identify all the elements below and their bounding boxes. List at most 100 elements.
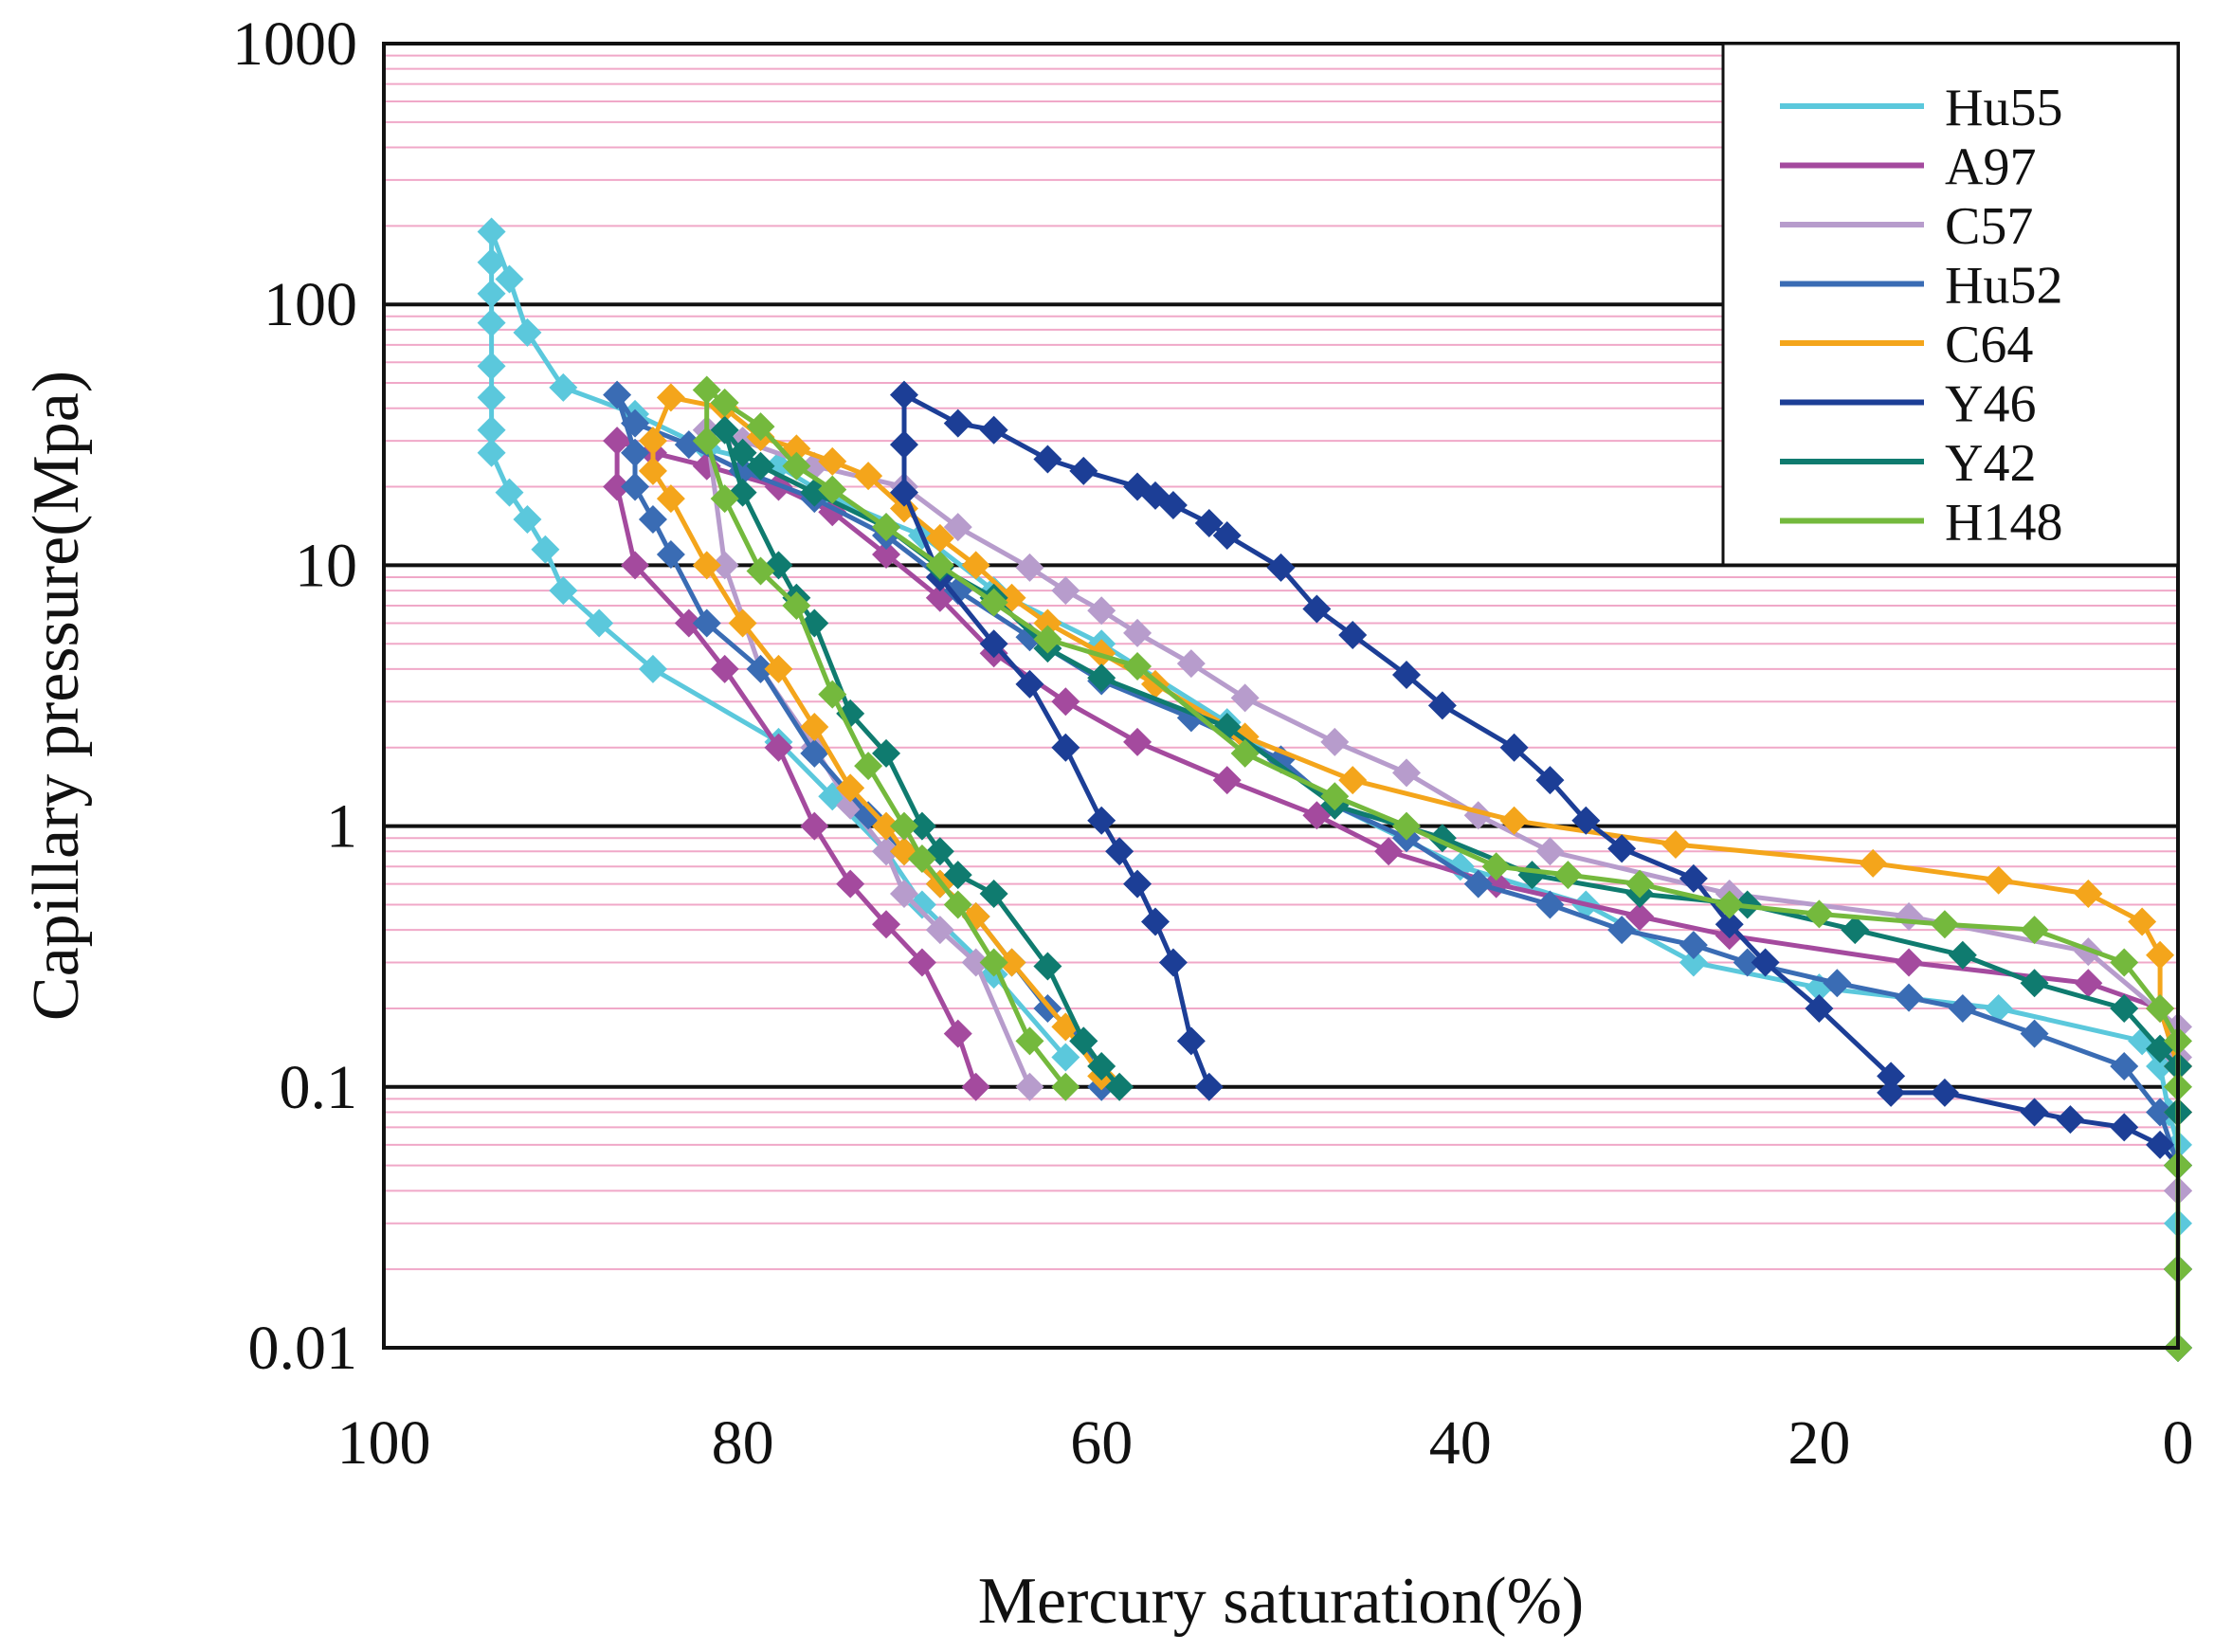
data-point xyxy=(1930,1078,1959,1107)
data-point xyxy=(1751,948,1780,977)
data-point xyxy=(1087,596,1116,626)
data-point xyxy=(656,540,685,570)
data-point xyxy=(477,383,506,412)
data-point xyxy=(2146,940,2175,970)
data-point xyxy=(764,654,793,683)
data-point xyxy=(1895,948,1924,977)
x-axis-title: Mercury saturation(%) xyxy=(978,1565,1584,1638)
series-h148 xyxy=(692,375,2192,1362)
data-point xyxy=(2146,993,2175,1023)
data-point xyxy=(710,388,739,417)
data-point xyxy=(2110,948,2139,977)
data-point xyxy=(2074,969,2103,998)
data-point xyxy=(1392,758,1422,788)
data-point xyxy=(1051,1072,1080,1101)
data-point xyxy=(782,451,811,481)
data-point xyxy=(1105,1072,1134,1101)
data-point xyxy=(1984,865,2013,895)
data-point xyxy=(1140,907,1170,936)
data-point xyxy=(854,752,883,781)
data-point xyxy=(1158,948,1188,977)
data-point xyxy=(621,408,650,438)
data-point xyxy=(746,654,775,683)
data-point xyxy=(943,890,972,919)
data-point xyxy=(1535,837,1565,866)
data-point xyxy=(1194,508,1224,537)
data-point xyxy=(1266,553,1296,582)
data-point xyxy=(854,801,883,830)
data-point xyxy=(925,523,954,553)
data-point xyxy=(1123,869,1152,899)
data-point xyxy=(603,380,632,409)
x-tick-label: 80 xyxy=(712,1408,774,1478)
data-point xyxy=(692,551,721,580)
data-point xyxy=(692,427,721,456)
data-point xyxy=(979,415,1008,445)
data-point xyxy=(943,1019,972,1048)
data-point xyxy=(1877,1062,1906,1091)
data-point xyxy=(1392,661,1422,690)
data-point xyxy=(1230,683,1260,713)
data-point xyxy=(1984,993,2013,1023)
data-point xyxy=(1805,993,1834,1023)
data-point xyxy=(1877,1078,1906,1107)
legend-label: Hu55 xyxy=(1945,79,2062,137)
y-tick-label: 100 xyxy=(263,270,357,339)
data-point xyxy=(889,380,918,409)
data-point xyxy=(1320,727,1350,756)
data-point xyxy=(477,247,506,277)
data-point xyxy=(961,551,990,580)
legend-label: Y46 xyxy=(1945,375,2036,434)
data-point xyxy=(1553,861,1583,890)
data-point xyxy=(513,504,542,534)
data-point xyxy=(872,811,901,841)
data-point xyxy=(603,427,632,456)
data-point xyxy=(836,773,865,803)
data-point xyxy=(2110,1052,2139,1081)
data-point xyxy=(1069,1026,1098,1056)
data-point xyxy=(2020,969,2049,998)
data-point xyxy=(1015,1072,1044,1101)
data-point xyxy=(638,427,667,456)
y-axis-ticks: 0.01 0.1 1 10 100 1000 xyxy=(232,9,357,1383)
data-point xyxy=(1679,863,1708,893)
data-point xyxy=(979,880,1008,909)
data-point xyxy=(872,837,901,866)
data-point xyxy=(1087,1052,1116,1081)
data-point xyxy=(889,478,918,507)
data-point xyxy=(1374,837,1404,866)
data-point xyxy=(746,412,775,442)
data-point xyxy=(477,217,506,246)
series-line xyxy=(901,392,2181,1348)
data-point xyxy=(1392,811,1422,841)
data-point xyxy=(549,372,578,402)
data-point xyxy=(1015,669,1044,699)
data-point xyxy=(854,462,883,491)
data-point xyxy=(638,654,667,683)
data-point xyxy=(1033,952,1062,981)
data-point xyxy=(621,551,650,580)
y-tick-label: 0.1 xyxy=(280,1053,358,1122)
data-point xyxy=(818,680,847,709)
data-point xyxy=(1607,916,1637,945)
data-point xyxy=(1948,940,1977,970)
data-point xyxy=(800,712,829,741)
data-point xyxy=(836,869,865,899)
data-point xyxy=(531,535,560,564)
data-point xyxy=(2110,1113,2139,1142)
data-point xyxy=(1679,931,1708,960)
data-point xyxy=(656,383,685,412)
data-point xyxy=(656,484,685,514)
data-point xyxy=(800,811,829,841)
y-tick-label: 0.01 xyxy=(248,1314,358,1383)
data-point xyxy=(1499,806,1529,835)
data-point xyxy=(1535,890,1565,919)
data-point xyxy=(1212,766,1242,795)
data-point xyxy=(638,504,667,534)
data-point xyxy=(1805,899,1834,929)
data-point xyxy=(1841,916,1870,945)
data-point xyxy=(872,738,901,768)
data-point xyxy=(979,588,1008,617)
data-point xyxy=(782,591,811,621)
